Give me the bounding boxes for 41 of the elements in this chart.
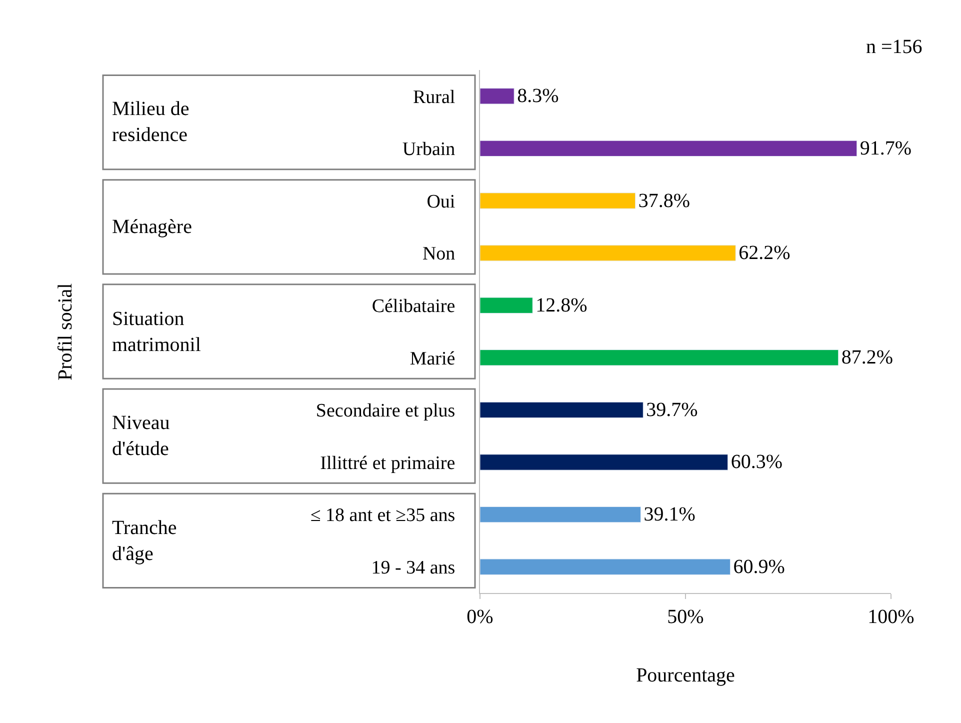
bar bbox=[480, 506, 641, 523]
data-label: 60.3% bbox=[730, 451, 782, 474]
bar bbox=[480, 350, 839, 366]
data-label: 39.1% bbox=[644, 504, 696, 526]
x-tick-label: 100% bbox=[868, 606, 914, 628]
y-tick-label: Marié bbox=[410, 348, 456, 370]
text: Tranche d'âge bbox=[112, 517, 177, 565]
bar bbox=[480, 402, 644, 418]
y-tick-label: Non bbox=[422, 244, 456, 265]
bar bbox=[480, 244, 736, 262]
bar bbox=[480, 192, 636, 209]
text: Ménagère bbox=[112, 216, 192, 238]
data-label: 62.2% bbox=[738, 242, 790, 264]
data-label: 91.7% bbox=[860, 137, 912, 160]
x-tick-label: 0% bbox=[466, 606, 494, 628]
text: Milieu de residence bbox=[112, 98, 190, 146]
bar bbox=[480, 140, 858, 157]
y-tick-label: Rural bbox=[412, 86, 456, 108]
bar bbox=[480, 297, 533, 314]
y-tick-label: Célibataire bbox=[372, 296, 456, 317]
data-label: 60.9% bbox=[733, 556, 785, 578]
bar bbox=[480, 454, 728, 470]
data-label: 39.7% bbox=[646, 398, 698, 421]
data-label: 37.8% bbox=[638, 190, 690, 212]
y-tick-label: 19 - 34 ans bbox=[371, 558, 456, 578]
x-axis-title: Pourcentage bbox=[636, 664, 736, 686]
bar bbox=[480, 88, 514, 104]
y-tick-label: Urbain bbox=[402, 139, 456, 160]
text: Situation matrimonil bbox=[112, 308, 202, 356]
bar bbox=[480, 558, 731, 575]
y-tick-label: Illittré et primaire bbox=[320, 452, 456, 474]
data-label: 8.3% bbox=[517, 85, 559, 108]
text: Profil social bbox=[54, 282, 76, 380]
text: Niveau d'étude bbox=[112, 412, 170, 460]
text: n =156 bbox=[866, 36, 922, 58]
y-tick-label: ≤ 18 ant et ≥35 ans bbox=[310, 505, 456, 526]
y-tick-label: Oui bbox=[426, 191, 456, 212]
y-tick-label: Secondaire et plus bbox=[316, 400, 456, 422]
x-tick-label: 50% bbox=[667, 606, 704, 628]
data-label: 12.8% bbox=[536, 294, 588, 316]
data-label: 87.2% bbox=[841, 346, 894, 369]
